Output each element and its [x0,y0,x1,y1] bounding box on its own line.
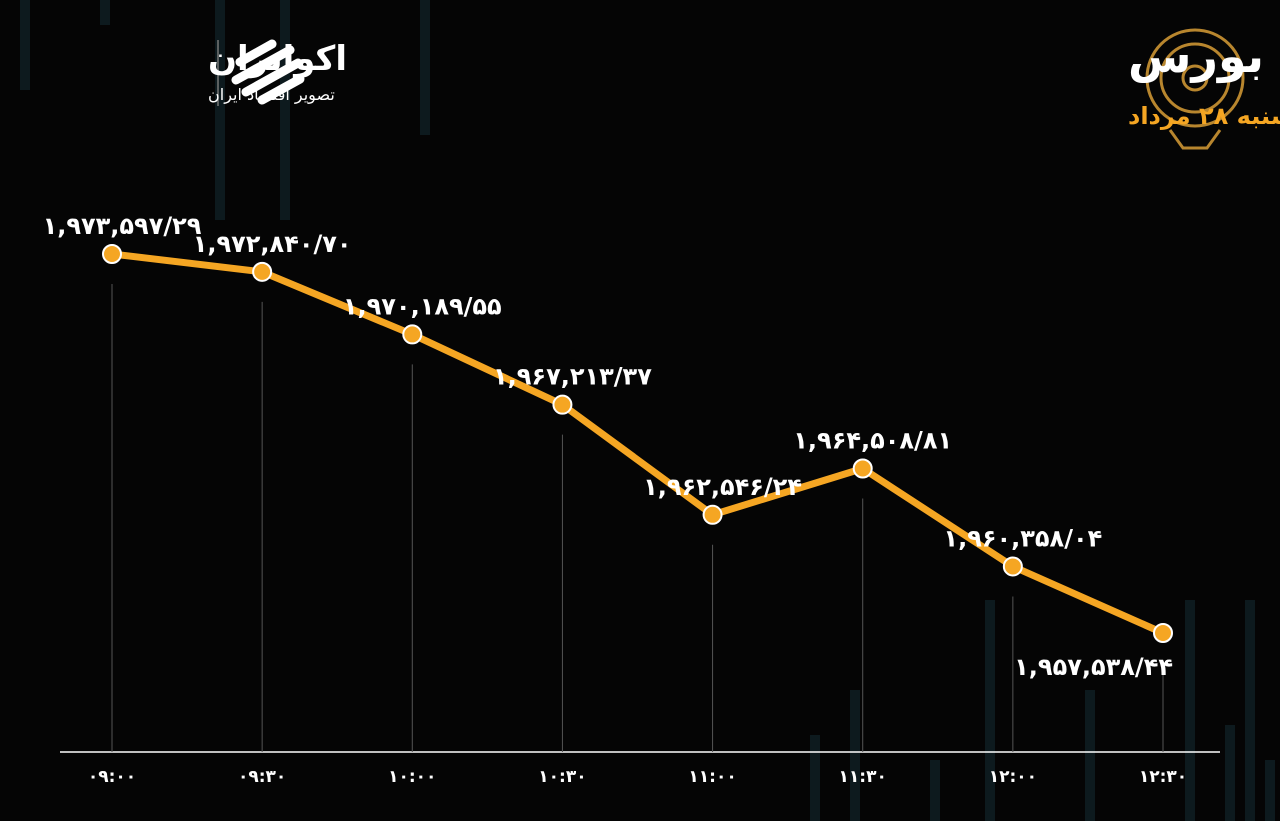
value-label: ۱,۹۵۷,۵۳۸/۴۴ [1014,653,1173,681]
x-tick-label: ۰۹:۳۰ [238,767,286,787]
brand-logo [217,39,305,106]
data-point [552,394,573,415]
chart-subtitle: شنبه ۲۸ مرداد [1128,102,1280,130]
data-point [252,261,273,282]
data-point [1002,556,1023,577]
data-point [102,244,122,264]
x-tick-label: ۱۲:۳۰ [1139,767,1187,787]
brand-tagline: تصویر اقتصاد ایران [208,85,335,105]
x-tick-label: ۱۱:۳۰ [839,767,887,787]
value-label: ۱,۹۷۰,۱۸۹/۵۵ [343,292,502,320]
value-label: ۱,۹۷۲,۸۴۰/۷۰ [193,230,352,258]
x-tick-label: ۱۰:۳۰ [538,767,586,787]
data-point [1153,623,1173,643]
x-tick-label: ۱۱:۰۰ [688,767,736,787]
value-label: ۱,۹۷۳,۵۹۷/۲۹ [43,212,202,240]
data-point [402,324,423,345]
x-tick-label: ۱۲:۰۰ [989,767,1037,787]
decor-bars [20,0,1275,821]
x-tick-label: ۰۹:۰۰ [88,767,136,787]
data-point [702,504,723,525]
chart-title: روند شاخص کل بورس [1128,29,1280,83]
brand-name: اکوایران [208,39,347,79]
value-label: ۱,۹۶۰,۳۵۸/۰۴ [943,524,1102,552]
data-point [852,458,873,479]
exchange-emblem [1145,28,1245,150]
value-label: ۱,۹۶۲,۵۴۶/۲۴ [643,473,802,501]
value-label: ۱,۹۶۴,۵۰۸/۸۱ [793,426,952,454]
data-line [111,250,1165,637]
value-label: ۱,۹۶۷,۲۱۳/۳۷ [493,363,652,391]
x-tick-label: ۱۰:۰۰ [388,767,436,787]
